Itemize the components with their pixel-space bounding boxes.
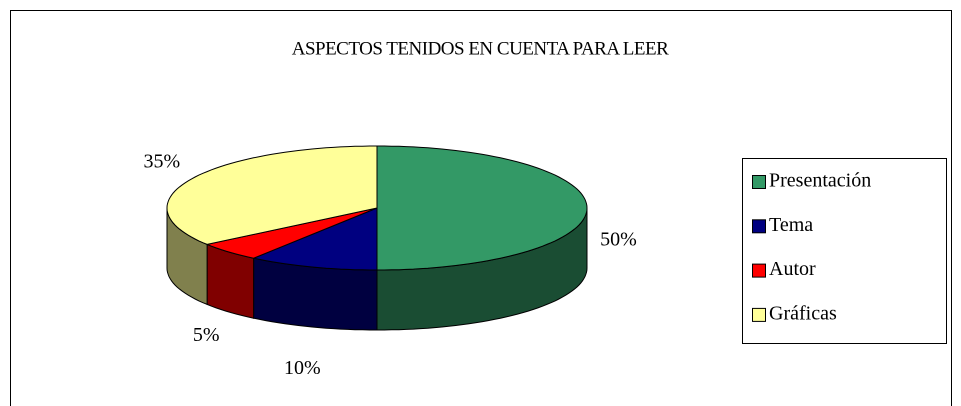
legend-label: Presentación	[769, 170, 871, 192]
legend-label: Autor	[769, 258, 816, 280]
legend-swatch	[752, 175, 766, 189]
legend-swatch	[752, 263, 766, 278]
slice	[166, 145, 378, 245]
chart-title: ASPECTOS TENIDOS EN CUENTA PARA LEER	[292, 38, 669, 59]
legend-box	[742, 158, 947, 344]
legend-swatch	[752, 307, 766, 322]
pie-tops	[166, 145, 588, 271]
legend-swatch	[752, 219, 766, 234]
slice	[251, 207, 378, 271]
chart-frame	[10, 10, 952, 406]
legend-label: Gráficas	[769, 302, 837, 324]
pie-sides	[166, 207, 588, 331]
slice	[376, 145, 588, 271]
legend-label: Tema	[769, 214, 813, 236]
data-label: 5%	[193, 324, 220, 346]
data-label: 35%	[143, 151, 180, 173]
data-label: 10%	[284, 357, 321, 379]
data-label: 50%	[600, 229, 637, 251]
slice	[205, 207, 378, 259]
